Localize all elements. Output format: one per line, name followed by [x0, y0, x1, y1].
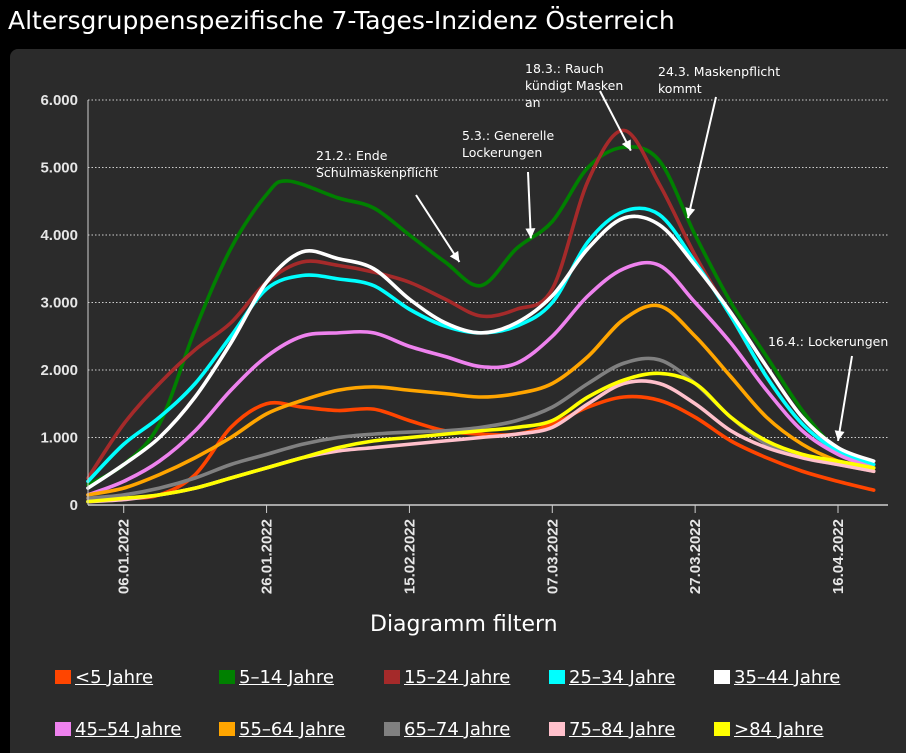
legend-swatch — [219, 670, 235, 684]
x-tick-label: 07.03.2022 — [544, 519, 561, 594]
annotation-text: 18.3.: Rauch — [525, 61, 604, 76]
series-line-6 — [86, 303, 876, 497]
annotation-arrow — [687, 96, 717, 219]
annotation-4: 16.4.: Lockerungen — [768, 334, 888, 442]
x-tick-label: 16.04.2022 — [830, 519, 847, 594]
legend-swatch — [55, 670, 71, 684]
legend-item-4[interactable]: 35–44 Jahre — [714, 665, 840, 689]
legend-item-0[interactable]: <5 Jahre — [55, 665, 153, 689]
legend-item-3[interactable]: 25–34 Jahre — [549, 665, 675, 689]
legend-item-8[interactable]: 75–84 Jahre — [549, 717, 675, 741]
series-line-0 — [86, 394, 876, 501]
annotation-text: 16.4.: Lockerungen — [768, 334, 888, 349]
annotation-1: 5.3.: Generelle Lockerungen — [462, 128, 555, 239]
arrowhead-icon — [449, 250, 460, 262]
annotation-text: an — [525, 95, 541, 110]
x-tick-label: 26.01.2022 — [259, 519, 276, 594]
y-tick-label: 3.000 — [40, 295, 78, 312]
arrowhead-icon — [685, 207, 696, 219]
legend-label: 45–54 Jahre — [75, 718, 182, 740]
series-line-4 — [86, 214, 876, 490]
x-tick-label: 27.03.2022 — [687, 519, 704, 594]
annotation-text: Schulmaskenpflicht — [316, 165, 438, 180]
legend-item-6[interactable]: 55–64 Jahre — [219, 717, 345, 741]
annotation-text: 24.3. Maskenpflicht — [658, 64, 780, 79]
legend-item-7[interactable]: 65–74 Jahre — [384, 717, 510, 741]
legend-label: 5–14 Jahre — [239, 666, 334, 688]
y-tick-label: 2.000 — [40, 362, 78, 379]
annotation-arrow — [527, 171, 532, 239]
legend-label: 55–64 Jahre — [239, 718, 346, 740]
legend-item-2[interactable]: 15–24 Jahre — [384, 665, 510, 689]
annotation-text: Lockerungen — [462, 145, 542, 160]
y-tick-label: 5.000 — [40, 160, 78, 177]
legend-swatch — [55, 722, 71, 736]
legend-swatch — [549, 670, 565, 684]
y-tick-label: 1.000 — [40, 430, 78, 447]
legend-swatch — [714, 722, 730, 736]
chart-title: Altersgruppenspezifische 7-Tages-Inziden… — [8, 6, 675, 35]
legend-label: 15–24 Jahre — [404, 666, 511, 688]
annotation-2: 18.3.: Rauch kündigt Masken an — [525, 61, 632, 152]
legend-item-5[interactable]: 45–54 Jahre — [55, 717, 181, 741]
legend-item-9[interactable]: >84 Jahre — [714, 717, 824, 741]
arrowhead-icon — [525, 228, 536, 239]
series-line-1 — [86, 145, 876, 487]
legend-swatch — [384, 670, 400, 684]
series-line-9 — [86, 371, 876, 504]
y-tick-label: 4.000 — [40, 227, 78, 244]
annotation-3: 24.3. Maskenpflicht kommt — [658, 64, 780, 219]
legend-swatch — [384, 722, 400, 736]
x-tick-label: 06.01.2022 — [116, 519, 133, 594]
legend-swatch — [219, 722, 235, 736]
y-tick-label: 6.000 — [40, 92, 78, 109]
legend-label: 35–44 Jahre — [734, 666, 841, 688]
series-line-3 — [86, 206, 876, 484]
legend-swatch — [549, 722, 565, 736]
chart-panel — [10, 49, 906, 753]
legend-swatch — [714, 670, 730, 684]
legend-label: 75–84 Jahre — [569, 718, 676, 740]
diagram-filter-label: Diagramm filtern — [370, 612, 558, 637]
annotation-text: kommt — [658, 81, 702, 96]
legend-item-1[interactable]: 5–14 Jahre — [219, 665, 334, 689]
arrowhead-icon — [834, 430, 845, 441]
annotation-arrow — [837, 355, 853, 442]
annotation-text: 21.2.: Ende — [316, 148, 388, 163]
annotation-arrow — [599, 90, 632, 152]
legend-label: 65–74 Jahre — [404, 718, 511, 740]
y-tick-label: 0 — [70, 497, 78, 514]
annotation-text: kündigt Masken — [525, 78, 623, 93]
legend-label: <5 Jahre — [75, 666, 154, 688]
annotation-arrow — [415, 194, 461, 263]
legend-label: >84 Jahre — [734, 718, 824, 740]
legend-label: 25–34 Jahre — [569, 666, 676, 688]
arrowhead-icon — [621, 139, 631, 151]
annotation-text: 5.3.: Generelle — [462, 128, 555, 143]
x-tick-label: 15.02.2022 — [401, 519, 418, 594]
series-line-5 — [86, 260, 876, 497]
annotation-0: 21.2.: Ende Schulmaskenpflicht — [316, 148, 461, 263]
